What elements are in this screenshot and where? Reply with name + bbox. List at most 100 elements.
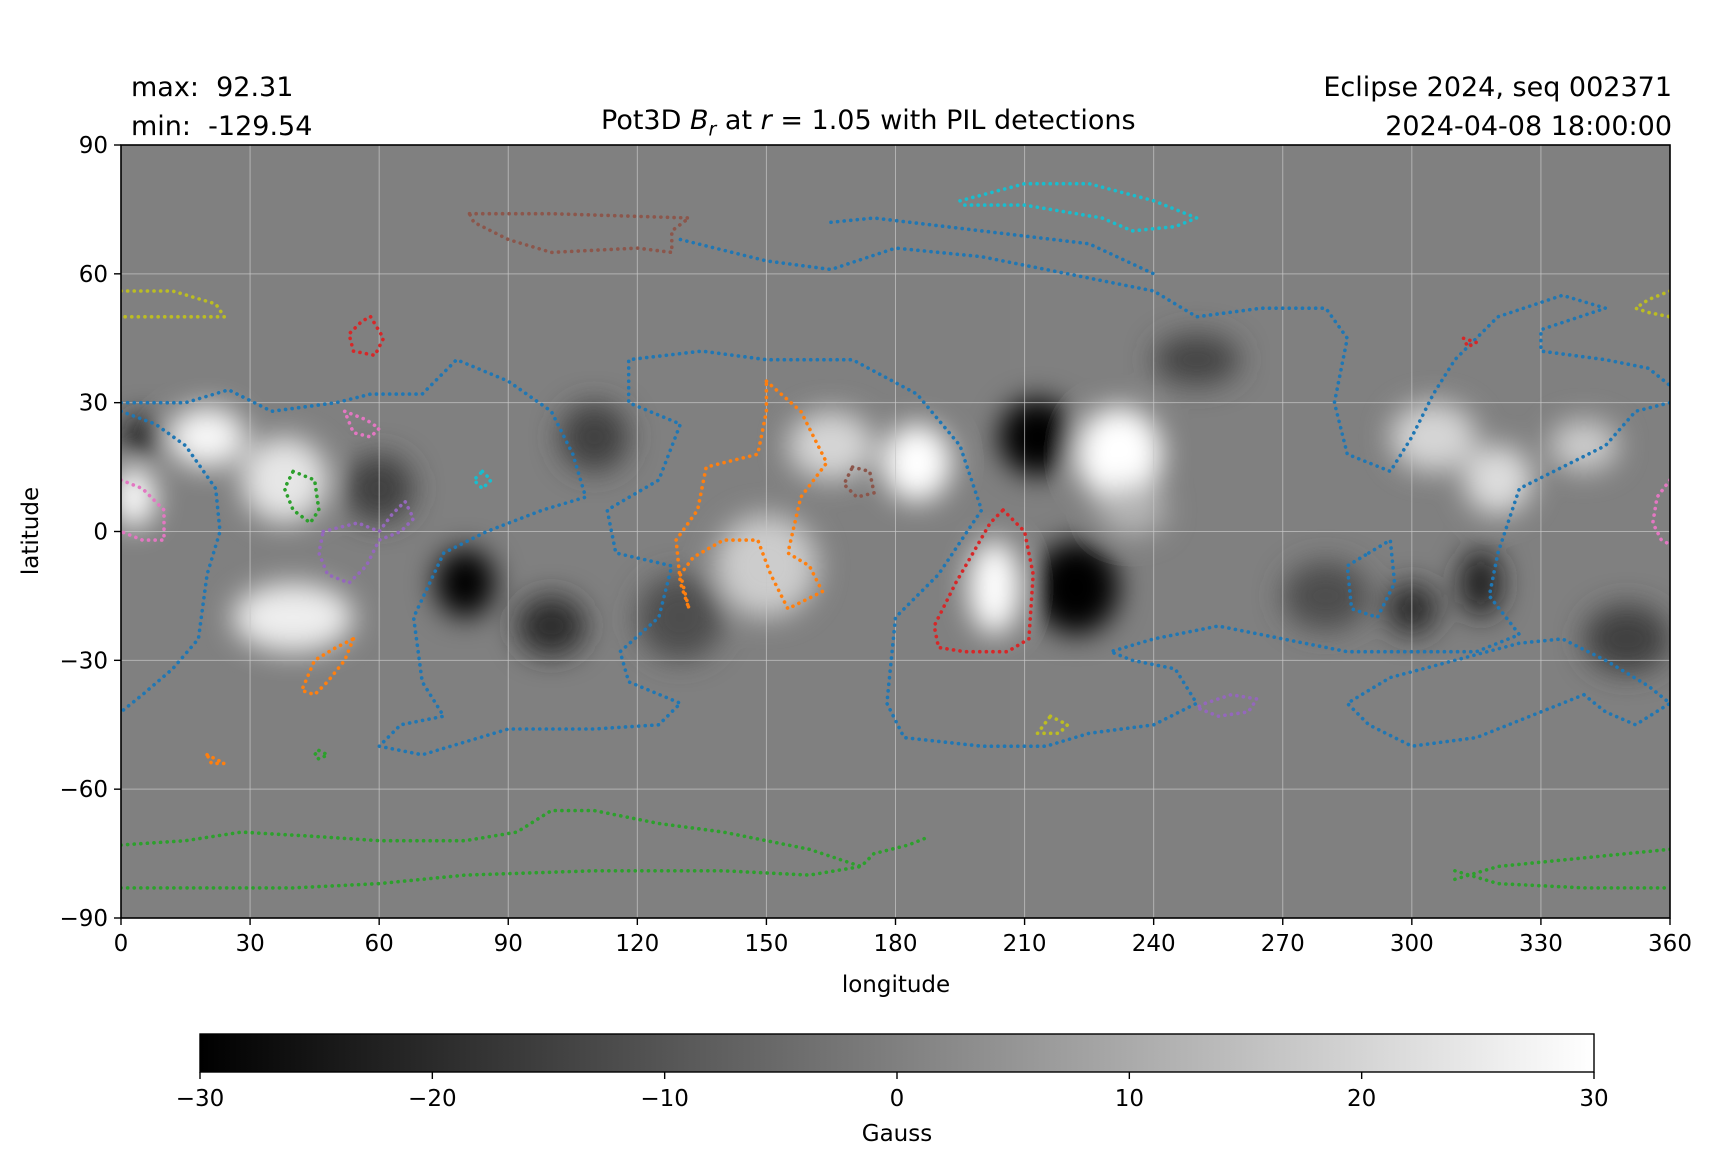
field-blob-layer bbox=[121, 333, 1670, 674]
magnetic-field-heatmap bbox=[121, 333, 1670, 674]
pil-green-small bbox=[282, 469, 321, 525]
pil-purple-south bbox=[1194, 692, 1259, 718]
y-tick-label-3: 0 bbox=[93, 520, 108, 546]
x-tick-label-7: 210 bbox=[1003, 931, 1047, 957]
pil-red-small bbox=[1461, 336, 1479, 349]
timestamp-label: 2024-04-08 18:00:00 bbox=[1385, 111, 1672, 142]
x-tick-label-6: 180 bbox=[874, 931, 918, 957]
y-axis-label: latitude bbox=[18, 487, 44, 575]
pil-blue-west-edge bbox=[121, 409, 222, 714]
y-tick-label-5: 60 bbox=[79, 262, 108, 288]
pil-pink-small bbox=[342, 409, 381, 439]
pil-pink-west bbox=[121, 478, 166, 542]
y-tick-label-6: 90 bbox=[79, 133, 108, 159]
x-tick-label-0: 0 bbox=[114, 931, 129, 957]
pil-orange-south bbox=[299, 637, 356, 697]
field-blob-23 bbox=[637, 574, 724, 661]
field-blob-22 bbox=[1282, 561, 1369, 631]
field-blob-25 bbox=[1097, 484, 1167, 536]
colorbar: −30 −20 −10 0 10 20 30 Gauss bbox=[176, 1033, 1609, 1147]
colorbar-gradient bbox=[199, 1033, 1595, 1073]
x-tick-label-10: 300 bbox=[1390, 931, 1434, 957]
field-blob-16 bbox=[1463, 445, 1533, 515]
field-blob-14 bbox=[559, 402, 629, 472]
field-blob-8 bbox=[121, 467, 156, 528]
field-blob-10 bbox=[435, 548, 496, 618]
field-blob-4 bbox=[882, 424, 952, 502]
title-mid: at bbox=[716, 105, 761, 136]
plot-area bbox=[120, 144, 1671, 919]
y-tick-label-0: −90 bbox=[59, 906, 108, 932]
pil-cyan-north bbox=[958, 181, 1199, 233]
pil-green-south-band bbox=[121, 808, 932, 869]
pil-blue-north-arc bbox=[678, 237, 1670, 474]
field-blob-0 bbox=[1033, 540, 1120, 635]
pil-orange-tiny bbox=[205, 753, 227, 766]
pil-olive-south bbox=[1035, 714, 1070, 736]
x-tick-label-5: 150 bbox=[744, 931, 788, 957]
field-blob-17 bbox=[1459, 548, 1503, 618]
colorbar-tick-label-3: 0 bbox=[890, 1086, 905, 1112]
field-blob-13 bbox=[787, 411, 874, 480]
x-tick-label-4: 120 bbox=[615, 931, 659, 957]
colorbar-tick-label-4: 10 bbox=[1115, 1086, 1144, 1112]
x-tick-label-12: 360 bbox=[1648, 931, 1692, 957]
pil-contours bbox=[121, 181, 1670, 890]
title-prefix: Pot3D bbox=[601, 105, 690, 136]
field-blob-19 bbox=[1549, 419, 1619, 472]
pil-olive-nw bbox=[121, 289, 227, 319]
field-blob-11 bbox=[516, 595, 586, 657]
colorbar-ticks: −30 −20 −10 0 10 20 30 bbox=[176, 1072, 1609, 1112]
colorbar-tick-label-1: −20 bbox=[408, 1086, 457, 1112]
x-axis-ticks: 0 30 60 90 120 150 180 210 240 270 300 330 360 bbox=[114, 918, 1692, 957]
colorbar-tick-label-5: 20 bbox=[1347, 1086, 1376, 1112]
colorbar-tick-label-0: −30 bbox=[176, 1086, 225, 1112]
x-tick-label-1: 30 bbox=[235, 931, 264, 957]
pil-red-north bbox=[347, 315, 386, 358]
y-tick-label-1: −60 bbox=[59, 777, 108, 803]
y-axis-ticks: −90 −60 −30 0 30 60 90 bbox=[59, 133, 121, 932]
field-blob-20 bbox=[1583, 604, 1670, 674]
max-value-label: max: 92.31 bbox=[131, 72, 294, 103]
y-tick-label-2: −30 bbox=[59, 648, 108, 674]
x-tick-label-9: 270 bbox=[1261, 931, 1305, 957]
pil-blue-north-cap bbox=[829, 216, 1156, 276]
grid-lines bbox=[121, 145, 1670, 918]
event-label: Eclipse 2024, seq 002371 bbox=[1323, 72, 1672, 103]
title-variable-subscript: r bbox=[708, 118, 717, 141]
field-blob-5 bbox=[168, 406, 246, 468]
pil-red-main bbox=[932, 508, 1035, 654]
pil-cyan-small bbox=[472, 469, 493, 491]
pil-olive-ne bbox=[1633, 289, 1670, 319]
colorbar-tick-label-6: 30 bbox=[1579, 1086, 1608, 1112]
field-blob-1 bbox=[998, 398, 1077, 476]
field-blob-3 bbox=[968, 540, 1021, 635]
min-value-label: min: -129.54 bbox=[131, 111, 313, 142]
title-suffix: = 1.05 with PIL detections bbox=[771, 105, 1136, 136]
x-tick-label-11: 330 bbox=[1519, 931, 1563, 957]
pil-green-south-band-2 bbox=[121, 864, 863, 890]
y-tick-label-4: 30 bbox=[79, 391, 108, 417]
pil-pink-east bbox=[1651, 478, 1670, 547]
pil-green-tiny bbox=[312, 748, 330, 761]
x-tick-label-3: 90 bbox=[494, 931, 523, 957]
field-blob-7 bbox=[232, 583, 354, 652]
field-blob-2 bbox=[1076, 406, 1163, 502]
title-radius-symbol: r bbox=[760, 105, 772, 136]
x-axis-label: longitude bbox=[842, 972, 950, 998]
field-blob-21 bbox=[1153, 333, 1240, 386]
field-blob-15 bbox=[1390, 402, 1477, 472]
pil-blue-south-loop bbox=[1345, 637, 1670, 748]
pil-brown-mid bbox=[842, 465, 876, 499]
x-tick-label-8: 240 bbox=[1132, 931, 1176, 957]
field-blob-9 bbox=[121, 415, 165, 459]
pil-blue-small-loop bbox=[1345, 538, 1397, 620]
colorbar-tick-label-2: −10 bbox=[640, 1086, 689, 1112]
title-variable: B bbox=[689, 105, 709, 136]
large-pil bbox=[121, 349, 1670, 757]
pil-purple-main bbox=[317, 499, 416, 585]
colorbar-label: Gauss bbox=[862, 1121, 932, 1147]
x-tick-label-2: 60 bbox=[365, 931, 394, 957]
pil-orange-central bbox=[674, 379, 829, 611]
